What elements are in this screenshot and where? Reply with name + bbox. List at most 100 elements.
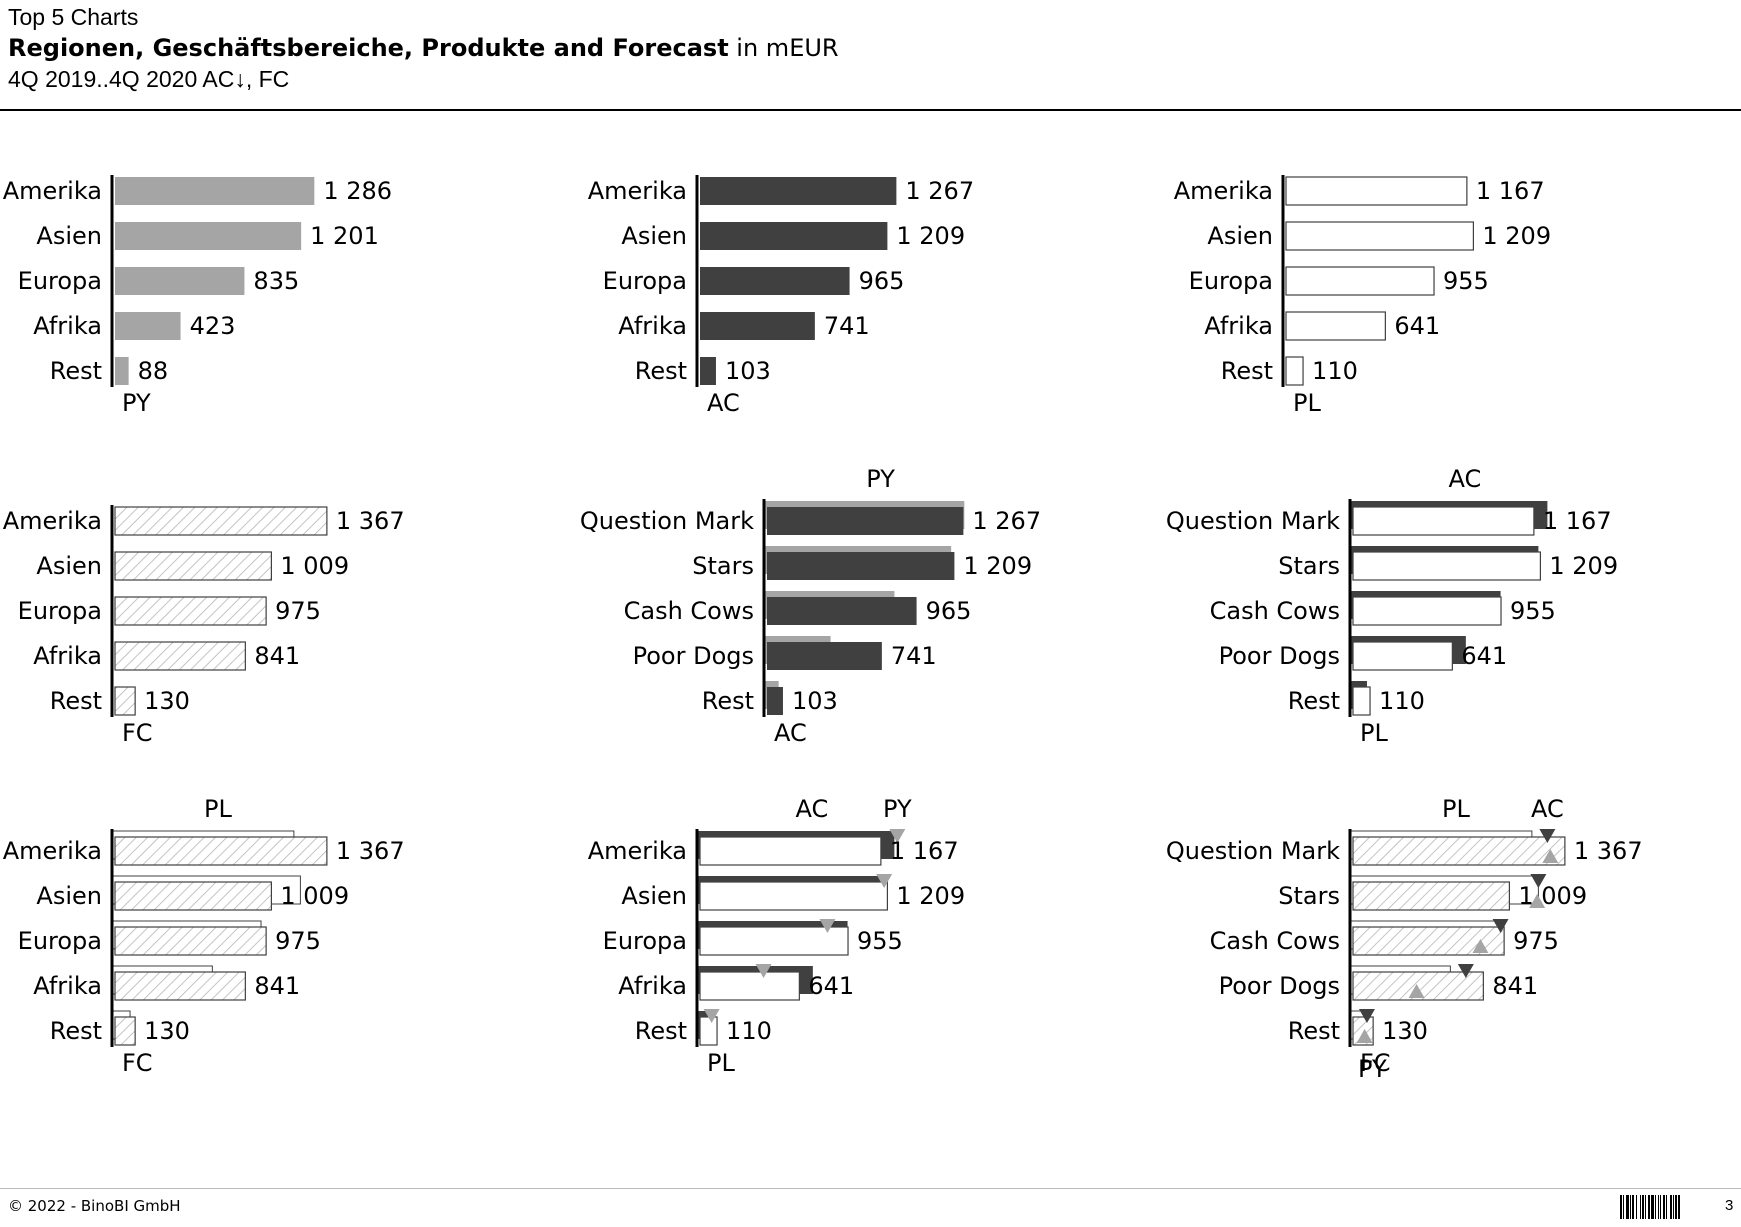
bar-py — [115, 312, 181, 340]
category-label: Rest — [635, 357, 687, 385]
footer-copyright: © 2022 - BinoBI GmbH — [8, 1197, 181, 1215]
barcode-bar — [1666, 1195, 1667, 1219]
report-title-main: Regionen, Geschäftsbereiche, Produkte an… — [8, 34, 729, 62]
bar-pl — [1352, 506, 1535, 536]
value-label: 110 — [726, 1017, 772, 1045]
bar-pl — [1285, 356, 1304, 386]
barcode-bar — [1663, 1195, 1665, 1219]
value-label: 641 — [1394, 312, 1440, 340]
bar-fc — [114, 551, 272, 581]
chart-c8: Amerika 1 167 Asien 1 209 Europa 955 Afrika 641… — [588, 795, 965, 1077]
category-label: Afrika — [33, 312, 102, 340]
barcode-bar — [1673, 1195, 1674, 1219]
chart-c2: Amerika 1 267 Asien 1 209 Europa 965 Afrika 741… — [588, 175, 974, 417]
value-label: 1 209 — [896, 222, 965, 250]
series-top-label: AC — [796, 795, 829, 823]
category-label: Amerika — [588, 177, 687, 205]
marker-py — [1472, 939, 1489, 953]
category-label: Question Mark — [1166, 507, 1340, 535]
category-label: Stars — [692, 552, 754, 580]
value-label: 641 — [1461, 642, 1507, 670]
bar-ac — [767, 552, 955, 580]
category-label: Rest — [635, 1017, 687, 1045]
marker-py — [876, 874, 893, 888]
page-number: 3 — [1725, 1197, 1734, 1214]
bar-pl — [1352, 641, 1453, 671]
value-label: 975 — [275, 927, 321, 955]
value-label: 841 — [1492, 972, 1538, 1000]
value-label: 103 — [725, 357, 771, 385]
value-label: 88 — [138, 357, 169, 385]
bar-ac — [767, 507, 964, 535]
bar-ac — [700, 177, 897, 205]
category-label: Europa — [18, 597, 102, 625]
barcode-bar — [1626, 1195, 1629, 1219]
category-label: Europa — [603, 267, 687, 295]
bar-pl — [1285, 221, 1474, 251]
category-label: Question Mark — [580, 507, 754, 535]
charts-canvas: Amerika 1 286 Asien 1 201 Europa 835 Afrika 423… — [3, 175, 1643, 1083]
value-label: 130 — [144, 687, 190, 715]
marker-ac — [1457, 964, 1474, 978]
category-label: Poor Dogs — [1219, 642, 1340, 670]
barcode-bar — [1651, 1195, 1654, 1219]
bar-fc — [1352, 836, 1566, 866]
bar-ac — [700, 267, 850, 295]
category-label: Rest — [50, 1017, 102, 1045]
category-label: Afrika — [1204, 312, 1273, 340]
bar-fc — [114, 1016, 136, 1046]
value-label: 103 — [792, 687, 838, 715]
value-label: 641 — [808, 972, 854, 1000]
bar-fc — [114, 596, 267, 626]
series-top-label: PL — [204, 795, 232, 823]
bar-ac — [767, 597, 917, 625]
chart-c1: Amerika 1 286 Asien 1 201 Europa 835 Afrika 423… — [3, 175, 392, 417]
footer-divider — [0, 1188, 1741, 1189]
bar-ac — [767, 642, 882, 670]
bar-fc — [114, 836, 328, 866]
category-label: Question Mark — [1166, 837, 1340, 865]
barcode-bar — [1640, 1195, 1641, 1219]
category-label: Poor Dogs — [633, 642, 754, 670]
bar-ac — [700, 312, 815, 340]
category-label: Rest — [1221, 357, 1273, 385]
marker-ac — [1530, 874, 1547, 888]
axis-scenario-label: AC — [774, 719, 807, 747]
value-label: 1 209 — [1549, 552, 1618, 580]
value-label: 110 — [1379, 687, 1425, 715]
category-label: Afrika — [618, 312, 687, 340]
bar-py — [115, 357, 129, 385]
marker-ac — [1492, 919, 1509, 933]
value-label: 841 — [254, 642, 300, 670]
series-top-label: AC — [1449, 465, 1482, 493]
bar-pl — [1352, 686, 1371, 716]
bar-pl — [1285, 176, 1468, 206]
category-label: Asien — [36, 222, 102, 250]
marker-py — [1529, 894, 1546, 908]
barcode-bar — [1645, 1195, 1646, 1219]
barcode-bar — [1660, 1195, 1661, 1219]
value-label: 1 367 — [336, 837, 405, 865]
bar-pl — [699, 881, 888, 911]
series-top-label: PY — [883, 795, 912, 823]
bar-py — [115, 222, 302, 250]
category-label: Asien — [36, 882, 102, 910]
bar-pl — [699, 971, 800, 1001]
value-label: 1 367 — [336, 507, 405, 535]
axis-scenario-label: PY — [122, 389, 151, 417]
value-label: 1 201 — [310, 222, 379, 250]
value-label: 741 — [824, 312, 870, 340]
bar-pl — [699, 836, 882, 866]
value-label: 965 — [859, 267, 905, 295]
value-label: 1 209 — [963, 552, 1032, 580]
category-label: Rest — [50, 357, 102, 385]
series-top-label: PY — [866, 465, 895, 493]
value-label: 423 — [190, 312, 236, 340]
value-label: 1 009 — [280, 882, 349, 910]
value-label: 841 — [254, 972, 300, 1000]
value-label: 1 209 — [896, 882, 965, 910]
value-label: 110 — [1312, 357, 1358, 385]
bar-pl — [1285, 266, 1435, 296]
marker-py — [819, 919, 836, 933]
barcode-bar — [1623, 1195, 1624, 1219]
